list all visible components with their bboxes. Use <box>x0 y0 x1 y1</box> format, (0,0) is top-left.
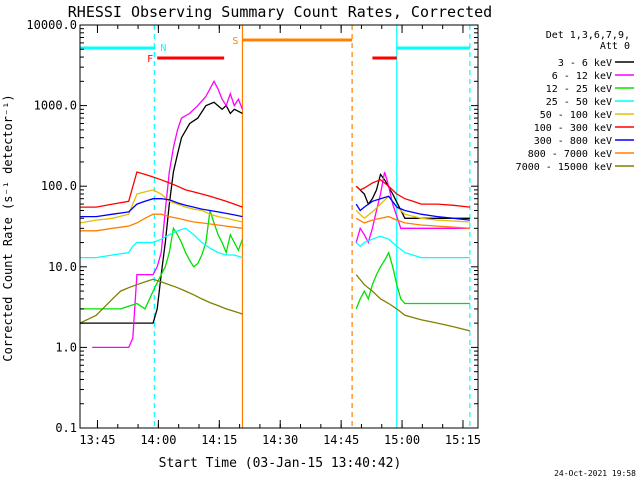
state-bars: F S N <box>80 36 470 65</box>
night-marker-label: N <box>160 43 166 54</box>
series-line <box>355 179 470 208</box>
y-tick-label: 0.1 <box>55 421 77 435</box>
series-line <box>355 235 470 259</box>
x-axis-label: Start Time (03-Jan-15 13:40:42) <box>159 456 402 471</box>
x-tick-label: 14:45 <box>323 433 359 447</box>
vertical-markers <box>153 25 471 428</box>
state-bar-label: S <box>232 36 238 47</box>
x-tick-label: 15:00 <box>384 433 420 447</box>
legend: Det 1,3,6,7,9,Att 0 3 - 6 keV 6 - 12 keV 12… <box>516 30 634 173</box>
legend-header: Det 1,3,6,7,9, <box>546 30 630 41</box>
y-axis-label: Corrected Count Rate (s⁻¹ detector⁻¹) <box>1 94 15 361</box>
x-tick-label: 14:15 <box>201 433 237 447</box>
legend-label: 6 - 12 keV <box>552 71 612 82</box>
series-line <box>355 171 470 245</box>
series-line <box>80 213 243 232</box>
y-tick-label: 1000.0 <box>34 99 77 113</box>
legend-label: 800 - 7000 keV <box>528 149 612 160</box>
legend-label: 12 - 25 keV <box>546 84 612 95</box>
series-line <box>80 171 243 208</box>
x-tick-label: 14:30 <box>262 433 298 447</box>
y-tick-label: 10000.0 <box>26 18 77 32</box>
legend-label: 25 - 50 keV <box>546 97 612 108</box>
y-tick-label: 100.0 <box>41 179 77 193</box>
chart-title: RHESSI Observing Summary Count Rates, Co… <box>68 3 492 21</box>
series-line <box>80 227 243 259</box>
series-line <box>79 189 243 224</box>
series-line <box>355 195 470 221</box>
legend-label: 50 - 100 keV <box>540 110 612 121</box>
legend-label: 3 - 6 keV <box>558 58 612 69</box>
series-line <box>80 101 243 324</box>
x-tick-label: 15:15 <box>445 433 481 447</box>
y-tick-label: 1.0 <box>55 340 77 354</box>
axes: 0.1 1.0 10.0 100.0 1000.0 10000.0 13:45 14:00 14… <box>26 18 481 447</box>
legend-header: Att 0 <box>600 41 630 52</box>
x-tick-label: 14:00 <box>140 433 176 447</box>
plot-frame <box>79 24 479 429</box>
series-line <box>355 250 470 310</box>
y-tick-label: 10.0 <box>48 260 77 274</box>
series-line <box>355 215 470 229</box>
legend-label: 300 - 800 keV <box>534 136 612 147</box>
series-line <box>79 278 243 324</box>
series-lines <box>79 79 471 349</box>
legend-label: 7000 - 15000 keV <box>516 162 612 173</box>
x-tick-label: 13:45 <box>79 433 115 447</box>
legend-label: 100 - 300 keV <box>534 123 612 134</box>
series-line <box>80 198 243 218</box>
footer-date: 24-Oct-2021 19:58 <box>554 469 636 478</box>
series-line <box>355 274 471 332</box>
state-bar-label: F <box>147 54 153 65</box>
series-line <box>92 79 244 349</box>
series-line <box>80 210 244 310</box>
